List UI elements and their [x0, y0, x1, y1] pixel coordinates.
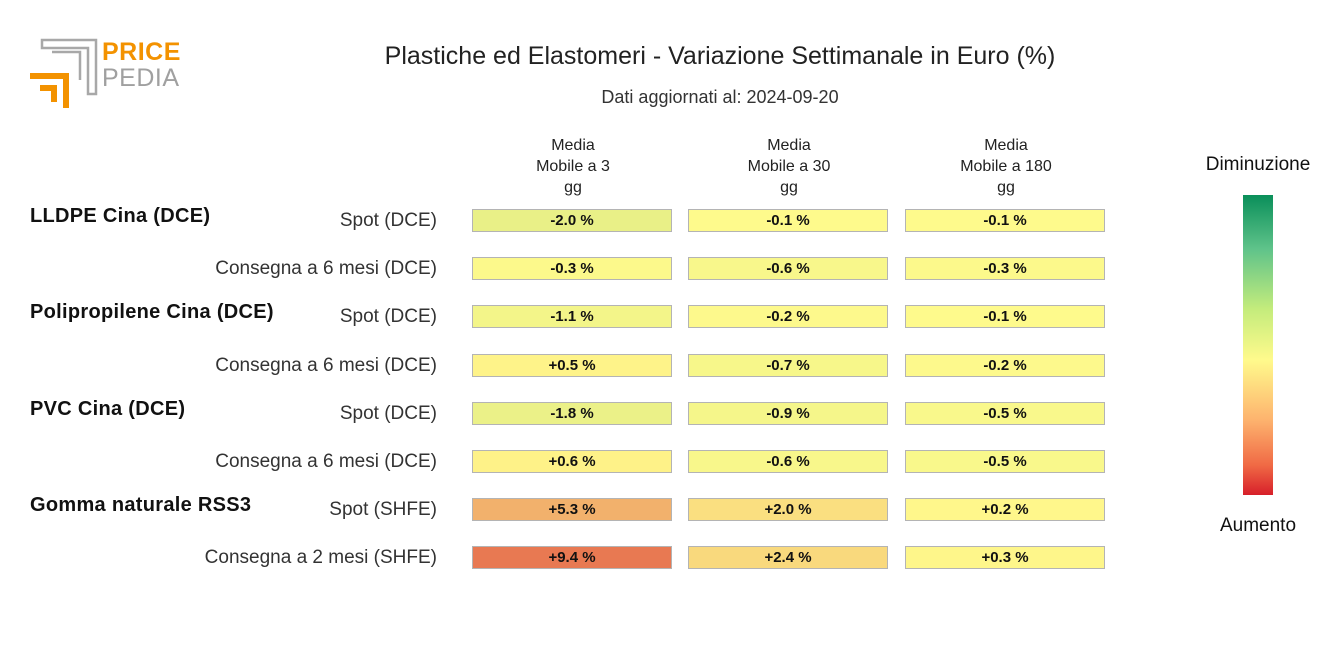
row-label: Spot (DCE)	[339, 210, 437, 231]
column-header-line: Media	[767, 137, 811, 154]
column-header: Media Mobile a 3 gg	[472, 135, 674, 198]
heatmap-cell: -2.0 %	[472, 209, 672, 232]
logo-text-pedia: PEDIA	[102, 64, 180, 92]
heatmap-cell: +0.2 %	[905, 498, 1105, 522]
logo-text-price: PRICE	[102, 38, 181, 66]
logo-mark-icon	[30, 38, 98, 108]
heatmap-cell: -0.7 %	[688, 353, 888, 377]
group-label: LLDPE Cina (DCE)	[30, 205, 211, 227]
column-header: Media Mobile a 180 gg	[905, 135, 1107, 198]
row-label: Consegna a 6 mesi (DCE)	[215, 354, 437, 376]
column-header-line: Media	[984, 137, 1028, 154]
row-label: Consegna a 2 mesi (SHFE)	[204, 547, 437, 569]
heatmap-cell: +2.0 %	[688, 498, 888, 522]
column-header-line: gg	[780, 179, 798, 196]
heatmap-cell: -0.2 %	[905, 353, 1105, 377]
heatmap-cell: +9.4 %	[472, 546, 672, 570]
heatmap-cell: -0.6 %	[688, 257, 888, 281]
heatmap-cell: -0.5 %	[905, 401, 1105, 425]
group-label: Gomma naturale RSS3	[30, 494, 252, 517]
heatmap-cell: -0.3 %	[905, 257, 1105, 281]
heatmap-cell: -1.1 %	[472, 305, 672, 329]
column-header-line: Media	[551, 137, 595, 154]
pricepedia-logo: PRICE PEDIA	[30, 38, 190, 110]
column-header-line: Mobile a 30	[747, 158, 831, 175]
heatmap-cell: -0.3 %	[472, 257, 672, 281]
group-label: Polipropilene Cina (DCE)	[30, 301, 274, 324]
heatmap-cell: +0.5 %	[472, 353, 672, 377]
heatmap-cell: -0.5 %	[905, 450, 1105, 473]
heatmap-cell: -0.1 %	[905, 305, 1105, 329]
chart-subtitle: Dati aggiornati al: 2024-09-20	[601, 87, 839, 107]
row-label: Spot (DCE)	[339, 306, 437, 328]
row-label: Spot (SHFE)	[329, 499, 437, 521]
heatmap-cell: +0.6 %	[472, 450, 672, 473]
heatmap-cell: -0.1 %	[905, 209, 1105, 232]
row-label: Spot (DCE)	[339, 402, 437, 424]
heatmap-cell: +2.4 %	[688, 546, 888, 570]
legend-label-decrease: Diminuzione	[1205, 154, 1311, 175]
heatmap-cell: +0.3 %	[905, 546, 1105, 570]
row-label: Consegna a 6 mesi (DCE)	[215, 451, 437, 472]
heatmap-cell: -0.2 %	[688, 305, 888, 329]
row-label: Consegna a 6 mesi (DCE)	[215, 258, 437, 280]
chart-title: Plastiche ed Elastomeri - Variazione Set…	[384, 42, 1056, 70]
column-header-line: Mobile a 3	[536, 158, 610, 175]
column-header: Media Mobile a 30 gg	[688, 135, 890, 198]
heatmap-cell: -0.1 %	[688, 209, 888, 232]
legend-label-increase: Aumento	[1219, 515, 1297, 536]
heatmap-cell: -1.8 %	[472, 401, 672, 425]
group-label: PVC Cina (DCE)	[30, 397, 186, 420]
column-header-line: gg	[997, 179, 1015, 196]
column-header-line: Mobile a 180	[960, 158, 1052, 175]
heatmap-cell: +5.3 %	[472, 498, 672, 522]
heatmap-cell: -0.9 %	[688, 401, 888, 425]
column-header-line: gg	[564, 179, 582, 196]
color-scale-bar	[1243, 195, 1273, 495]
heatmap-cell: -0.6 %	[688, 450, 888, 473]
